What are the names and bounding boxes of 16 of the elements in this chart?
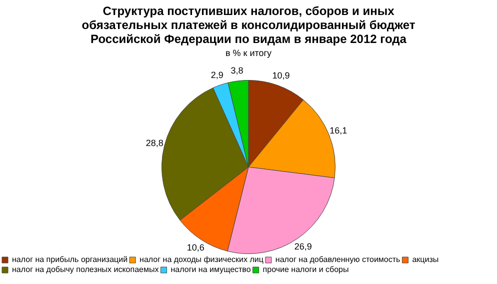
chart-subtitle: в % к итогу <box>224 48 273 58</box>
legend-label: прочие налоги и сборы <box>262 265 350 274</box>
legend-label: налог на прибыль организаций <box>12 255 128 264</box>
data-label: 3,8 <box>230 65 244 76</box>
legend-label: акцизы <box>412 255 439 264</box>
data-label: 10,6 <box>186 242 204 253</box>
data-label: 26,9 <box>294 241 312 252</box>
data-label: 28,8 <box>146 138 164 148</box>
legend-label: налог на добычу полезных ископаемых <box>12 265 159 274</box>
chart-title: Структура поступивших налогов, сборов и иных обязательных платежей в консолидированный бюджет Российской Федерации по видам в январе 2012 года <box>80 4 416 46</box>
legend-label: налог на добавленную стоимость <box>275 255 400 264</box>
data-label: 16,1 <box>330 126 348 136</box>
data-label: 10,9 <box>272 70 290 80</box>
data-label: 2,9 <box>210 70 224 80</box>
legend-label: налоги на имущество <box>170 265 252 274</box>
legend-label: налог на доходы физических лиц <box>140 255 264 264</box>
